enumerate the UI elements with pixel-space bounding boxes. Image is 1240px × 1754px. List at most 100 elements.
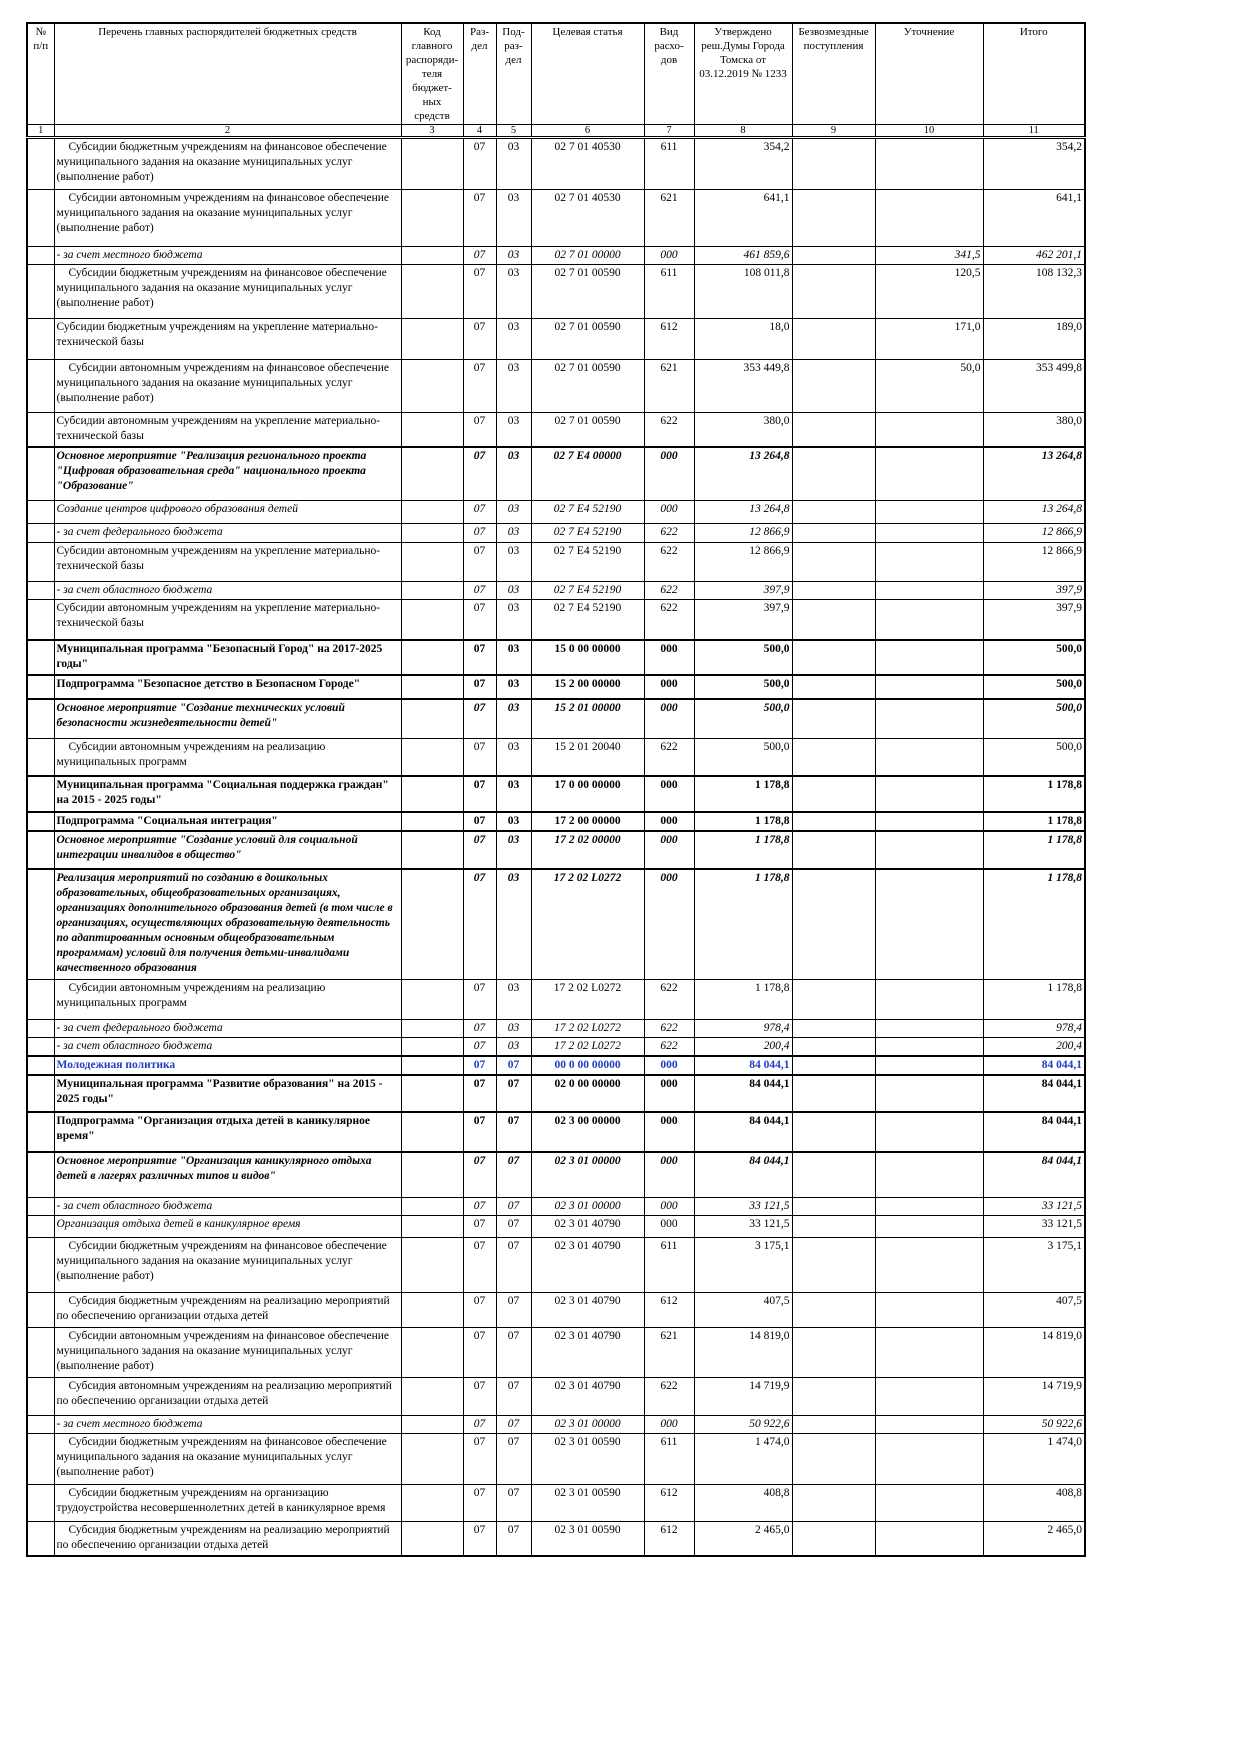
cell-target-item: 02 7 01 40530: [530, 137, 645, 190]
table-row: Муниципальная программа "Социальная подд…: [26, 774, 1086, 812]
cell-approved: 1 178,8: [693, 774, 793, 812]
cell-expense-type: 000: [643, 697, 695, 739]
cell-number: [26, 523, 55, 543]
cell-expense-type: 622: [643, 1037, 695, 1057]
cell-manager-code: [400, 1236, 464, 1293]
cell-free-receipts: [791, 810, 876, 831]
cell-total: 84 044,1: [982, 1151, 1086, 1198]
cell-total: 407,5: [982, 1291, 1086, 1328]
cell-target-item: 02 3 01 40790: [530, 1291, 645, 1328]
cell-subsection: 03: [495, 810, 532, 831]
cell-target-item: 02 7 01 00590: [530, 264, 645, 319]
cell-approved: 33 121,5: [693, 1196, 793, 1216]
table-row: Субсидия бюджетным учреждениям на реализ…: [26, 1291, 1086, 1328]
column-number: 11: [982, 124, 1086, 139]
cell-target-item: 17 2 02 L0272: [530, 867, 645, 980]
table-row: Субсидия автономным учреждениям на реали…: [26, 1376, 1086, 1416]
cell-expense-type: 622: [643, 979, 695, 1020]
cell-target-item: 17 2 02 L0272: [530, 979, 645, 1020]
table-row: Основное мероприятие "Реализация региона…: [26, 445, 1086, 501]
table-row: - за счет областного бюджета 07 03 02 7 E4 …: [26, 581, 1086, 600]
cell-name: - за счет федерального бюджета: [53, 523, 402, 543]
cell-name: Молодежная политика: [53, 1055, 402, 1076]
cell-total: 84 044,1: [982, 1055, 1086, 1076]
cell-section: 07: [462, 1414, 497, 1434]
cell-free-receipts: [791, 829, 876, 869]
column-number: 10: [874, 124, 984, 139]
cell-section: 07: [462, 599, 497, 640]
cell-total: 108 132,3: [982, 264, 1086, 319]
cell-subsection: 03: [495, 867, 532, 980]
cell-number: [26, 1037, 55, 1057]
header-col-target-item: Целевая статья: [530, 22, 645, 125]
cell-approved: 1 178,8: [693, 829, 793, 869]
cell-number: [26, 1214, 55, 1238]
cell-section: 07: [462, 774, 497, 812]
column-number: 5: [495, 124, 532, 139]
cell-manager-code: [400, 1432, 464, 1485]
cell-name: Субсидии бюджетным учреждениям на органи…: [53, 1483, 402, 1522]
cell-expense-type: 000: [643, 246, 695, 265]
cell-subsection: 03: [495, 189, 532, 247]
header-col-number: № п/п: [26, 22, 55, 125]
cell-name: Подпрограмма "Организация отдыха детей в…: [53, 1111, 402, 1153]
cell-number: [26, 264, 55, 319]
cell-name: Субсидия бюджетным учреждениям на реализ…: [53, 1520, 402, 1557]
cell-manager-code: [400, 1414, 464, 1434]
header-row: № п/п Перечень главных распорядителей бюд…: [26, 22, 1086, 125]
cell-subsection: 03: [495, 738, 532, 776]
cell-section: 07: [462, 523, 497, 543]
cell-target-item: 17 0 00 00000: [530, 774, 645, 812]
cell-refinement: [874, 774, 984, 812]
table-row: Субсидии бюджетным учреждениям на финанс…: [26, 1432, 1086, 1485]
cell-manager-code: [400, 1483, 464, 1522]
table-row: Основное мероприятие "Создание техническ…: [26, 697, 1086, 739]
table-row: Основное мероприятие "Организация канику…: [26, 1151, 1086, 1198]
cell-expense-type: 622: [643, 581, 695, 600]
cell-number: [26, 1236, 55, 1293]
cell-approved: 500,0: [693, 738, 793, 776]
column-number: 2: [53, 124, 402, 139]
table-row: Субсидии автономным учреждениям на финан…: [26, 359, 1086, 413]
cell-subsection: 03: [495, 1019, 532, 1038]
cell-approved: 500,0: [693, 697, 793, 739]
cell-name: Субсидии автономным учреждениям на финан…: [53, 189, 402, 247]
cell-name: Реализация мероприятий по созданию в дош…: [53, 867, 402, 980]
cell-section: 07: [462, 697, 497, 739]
cell-subsection: 03: [495, 979, 532, 1020]
cell-expense-type: 622: [643, 1019, 695, 1038]
cell-name: Субсидия бюджетным учреждениям на реализ…: [53, 1291, 402, 1328]
cell-name: Субсидии автономным учреждениям на укреп…: [53, 599, 402, 640]
cell-number: [26, 638, 55, 675]
cell-subsection: 03: [495, 774, 532, 812]
cell-total: 12 866,9: [982, 523, 1086, 543]
cell-total: 500,0: [982, 697, 1086, 739]
cell-subsection: 07: [495, 1214, 532, 1238]
cell-free-receipts: [791, 1520, 876, 1557]
cell-expense-type: 611: [643, 1432, 695, 1485]
cell-name: Создание центров цифрового образования д…: [53, 500, 402, 524]
cell-approved: 397,9: [693, 581, 793, 600]
budget-table: № п/п Перечень главных распорядителей бюд…: [26, 22, 1086, 1557]
cell-name: Основное мероприятие "Организация канику…: [53, 1151, 402, 1198]
cell-manager-code: [400, 137, 464, 190]
cell-approved: 13 264,8: [693, 445, 793, 501]
cell-expense-type: 621: [643, 359, 695, 413]
cell-section: 07: [462, 1055, 497, 1076]
cell-free-receipts: [791, 1111, 876, 1153]
cell-subsection: 03: [495, 359, 532, 413]
cell-name: Субсидии бюджетным учреждениям на финанс…: [53, 137, 402, 190]
cell-name: - за счет областного бюджета: [53, 581, 402, 600]
cell-name: Муниципальная программа "Социальная подд…: [53, 774, 402, 812]
cell-approved: 1 178,8: [693, 810, 793, 831]
cell-approved: 84 044,1: [693, 1055, 793, 1076]
cell-refinement: 171,0: [874, 318, 984, 360]
cell-refinement: 50,0: [874, 359, 984, 413]
cell-refinement: [874, 599, 984, 640]
cell-expense-type: 621: [643, 189, 695, 247]
cell-subsection: 07: [495, 1151, 532, 1198]
cell-manager-code: [400, 1055, 464, 1076]
cell-refinement: [874, 542, 984, 582]
cell-section: 07: [462, 542, 497, 582]
cell-refinement: [874, 673, 984, 699]
